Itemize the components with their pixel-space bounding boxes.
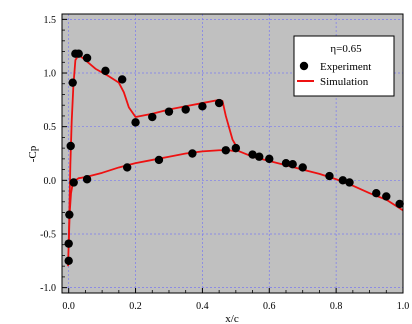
y-tick-label: 0.5 [44,122,57,133]
x-tick-label: 0.6 [263,301,276,312]
y-tick-label: 1.5 [44,15,57,26]
experiment-point [338,176,348,185]
experiment-point [281,158,291,168]
experiment-point [64,239,73,248]
simulation-series [67,53,404,267]
experiment-point [65,210,74,219]
experiment-point [221,146,231,155]
legend-title: η=0.65 [330,43,362,55]
y-tick-label: -0.5 [40,229,56,240]
experiment-point [345,178,354,187]
experiment-point [181,105,190,114]
experiment-point [82,53,92,63]
simulation-lower-surface-line [67,149,236,245]
experiment-point [69,178,78,187]
experiment-point [164,107,174,116]
x-tick-label: 1.0 [397,301,410,312]
experiment-point [395,199,404,209]
x-tick-label: 0.4 [196,301,209,312]
legend-box [293,35,395,97]
y-tick-label: -1.0 [40,283,56,294]
experiment-point [101,66,110,76]
y-tick-label: 0.0 [44,176,57,187]
experiment-point [131,118,140,127]
experiment-point [214,98,224,108]
experiment-point [74,49,83,58]
experiment-point [68,78,77,87]
experiment-point [148,112,157,122]
experiment-point [122,163,132,172]
experiment-point [64,256,73,266]
x-tick-label: 0.8 [330,301,343,312]
experiment-point [265,154,274,164]
axis-ticks: 0.0 0.2 0.4 0.6 0.8 1.0 -1.0 -0.5 0.0 0.5 1.0 1.5 [40,15,409,312]
legend-experiment-label: Experiment [320,61,371,73]
experiment-point [154,155,164,165]
x-tick-label: 0.0 [62,301,75,312]
y-axis-label: -Cp [27,145,39,162]
x-tick-label: 0.2 [129,301,142,312]
experiment-point [298,163,307,172]
experiment-point [288,160,297,169]
experiment-point [117,75,127,84]
experiment-point [66,141,75,151]
legend: η=0.65 Experiment Simulation [293,35,395,97]
experiment-point [372,189,381,198]
experiment-point [248,150,257,159]
simulation-upper-surface-line [67,53,404,267]
plot-frame [61,13,404,294]
experiment-point [231,143,241,153]
legend-simulation-label: Simulation [320,76,369,88]
experiment-point [255,152,264,161]
y-tick-label: 1.0 [44,69,57,80]
experiment-point [325,171,334,181]
legend-experiment-marker [299,61,309,71]
experiment-point [198,102,207,111]
experiment-series [64,49,404,266]
x-axis-label: x/c [225,313,239,324]
experiment-point [188,149,197,158]
experiment-point [82,175,92,184]
experiment-point [382,192,391,201]
